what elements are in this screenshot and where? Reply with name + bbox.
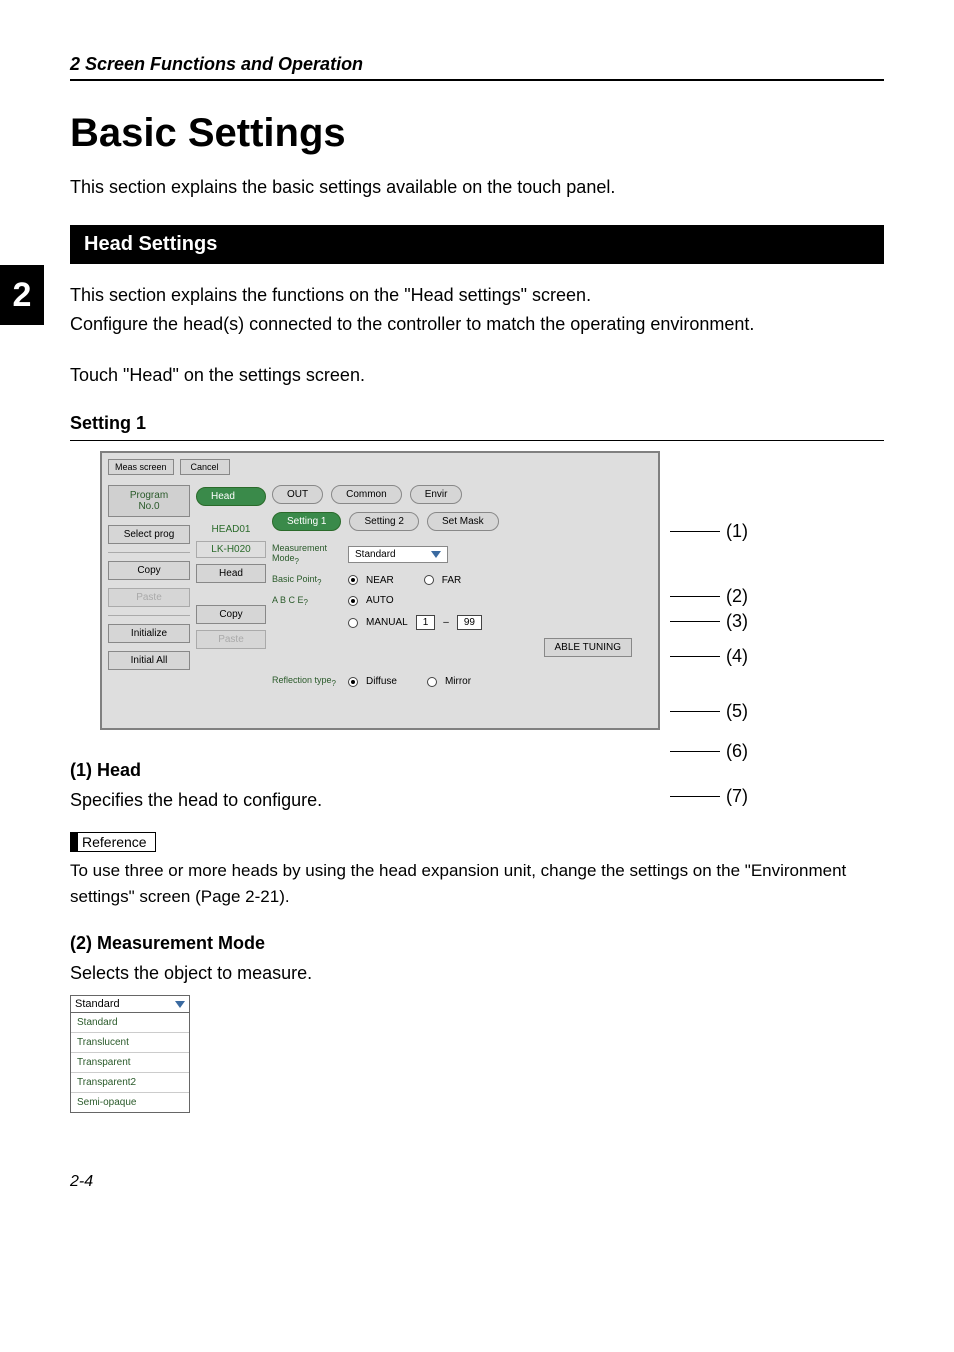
dropdown-item-1[interactable]: Translucent	[71, 1033, 189, 1053]
copy-button[interactable]: Copy	[108, 561, 190, 580]
dropdown-item-3[interactable]: Transparent2	[71, 1073, 189, 1093]
para2-body: Selects the object to measure.	[70, 960, 884, 987]
breadcrumb: 2 Screen Functions and Operation	[70, 54, 884, 75]
para1-title: (1) Head	[70, 760, 884, 781]
manual-num2[interactable]: 99	[457, 615, 482, 630]
tab-out[interactable]: OUT	[272, 485, 323, 504]
dropdown-sample: Standard Standard Translucent Transparen…	[70, 995, 190, 1113]
setting1-label: Setting 1	[70, 413, 884, 434]
radio-near[interactable]	[348, 575, 358, 585]
right-column: OUT Common Envir Setting 1 Setting 2 Set…	[272, 485, 652, 716]
program-label: Program	[111, 490, 187, 501]
select-prog-button[interactable]: Select prog	[108, 525, 190, 544]
dropdown-item-0[interactable]: Standard	[71, 1013, 189, 1033]
radio-auto[interactable]	[348, 596, 358, 606]
model-label: LK-H020	[196, 541, 266, 558]
screenshot-panel: Meas screen Cancel Program No.0 Select p…	[100, 451, 660, 730]
dropdown-item-4[interactable]: Semi-opaque	[71, 1093, 189, 1112]
initialize-button[interactable]: Initialize	[108, 624, 190, 643]
near-label: NEAR	[366, 575, 394, 586]
reference-tag: Reference	[70, 832, 156, 852]
callout-6: (6)	[726, 741, 748, 762]
diffuse-label: Diffuse	[366, 676, 397, 687]
callout-7: (7)	[726, 786, 748, 807]
callout-2: (2)	[726, 586, 748, 607]
paste-button-disabled: Paste	[108, 588, 190, 607]
reflection-type-label: Reflection type	[272, 675, 340, 688]
radio-diffuse[interactable]	[348, 677, 358, 687]
measurement-mode-label: Measurement Mode	[272, 543, 340, 566]
head-button[interactable]: Head	[196, 564, 266, 583]
initial-all-button[interactable]: Initial All	[108, 651, 190, 670]
basic-point-label: Basic Point	[272, 574, 340, 587]
measurement-mode-select[interactable]: Standard	[348, 546, 448, 563]
para1-body: Specifies the head to configure.	[70, 787, 884, 814]
tab-envir[interactable]: Envir	[410, 485, 463, 504]
mid-paste-button-disabled: Paste	[196, 630, 266, 649]
measurement-mode-value: Standard	[355, 549, 396, 560]
cancel-button[interactable]: Cancel	[180, 459, 230, 475]
para2-title: (2) Measurement Mode	[70, 933, 884, 954]
chapter-side-tab: 2	[0, 265, 44, 325]
mid-copy-button[interactable]: Copy	[196, 605, 266, 624]
callout-4: (4)	[726, 646, 748, 667]
subtab-setting2[interactable]: Setting 2	[349, 512, 418, 531]
header-rule	[70, 79, 884, 81]
auto-label: AUTO	[366, 595, 394, 606]
callout-1: (1)	[726, 521, 748, 542]
radio-manual[interactable]	[348, 618, 358, 628]
dropdown-item-2[interactable]: Transparent	[71, 1053, 189, 1073]
meas-screen-button[interactable]: Meas screen	[108, 459, 174, 475]
radio-mirror[interactable]	[427, 677, 437, 687]
able-tuning-button[interactable]: ABLE TUNING	[544, 638, 633, 657]
callout-5: (5)	[726, 701, 748, 722]
program-number: No.0	[111, 501, 187, 512]
section-intro-2: Configure the head(s) connected to the c…	[70, 311, 884, 338]
chevron-down-icon	[175, 1001, 185, 1008]
manual-num1[interactable]: 1	[416, 615, 436, 630]
touch-note: Touch "Head" on the settings screen.	[70, 362, 884, 389]
subtab-set-mask[interactable]: Set Mask	[427, 512, 499, 531]
mid-column: Head HEAD01 LK-H020 Head Copy Paste	[196, 485, 266, 716]
far-label: FAR	[442, 575, 461, 586]
dash-label: –	[443, 617, 449, 628]
abce-label: A B C E	[272, 595, 340, 608]
chevron-down-icon	[431, 551, 441, 558]
intro-text: This section explains the basic settings…	[70, 174, 884, 201]
program-box: Program No.0	[108, 485, 190, 517]
left-column: Program No.0 Select prog Copy Paste Init…	[108, 485, 190, 716]
page-title: Basic Settings	[70, 111, 884, 156]
subtab-setting1[interactable]: Setting 1	[272, 512, 341, 531]
callouts: (1) (2) (3) (4) (5) (6) (7)	[670, 451, 820, 730]
mirror-label: Mirror	[445, 676, 471, 687]
reference-body: To use three or more heads by using the …	[70, 858, 884, 909]
setting1-rule	[70, 440, 884, 441]
page-footer: 2-4	[70, 1173, 884, 1191]
section-intro-1: This section explains the functions on t…	[70, 282, 884, 309]
callout-3: (3)	[726, 611, 748, 632]
head01-label: HEAD01	[196, 524, 266, 535]
section-bar-head-settings: Head Settings	[70, 225, 884, 264]
screenshot-wrap: Meas screen Cancel Program No.0 Select p…	[70, 451, 884, 730]
tab-common[interactable]: Common	[331, 485, 402, 504]
head-pill-active[interactable]: Head	[196, 487, 266, 506]
radio-far[interactable]	[424, 575, 434, 585]
dropdown-selected: Standard	[75, 998, 120, 1010]
manual-label: MANUAL	[366, 617, 408, 628]
